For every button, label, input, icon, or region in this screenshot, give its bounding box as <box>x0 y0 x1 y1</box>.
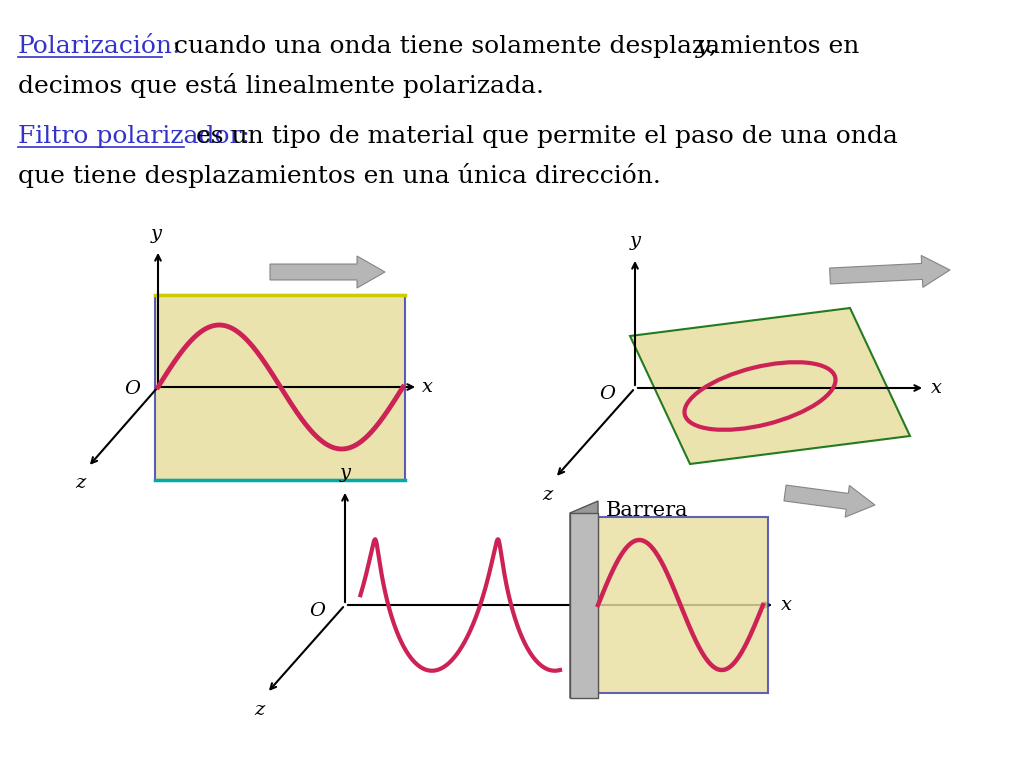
Text: x: x <box>422 378 433 396</box>
Polygon shape <box>598 517 768 693</box>
Text: O: O <box>309 602 325 620</box>
Text: z: z <box>75 474 85 492</box>
Text: y: y <box>151 225 162 243</box>
Text: z: z <box>542 486 552 504</box>
Text: es un tipo de material que permite el paso de una onda: es un tipo de material que permite el pa… <box>188 125 898 148</box>
Polygon shape <box>155 295 406 480</box>
Text: Filtro polarizador:: Filtro polarizador: <box>18 125 250 148</box>
Polygon shape <box>829 256 950 287</box>
Text: z: z <box>254 701 264 719</box>
Text: y: y <box>340 464 350 482</box>
Polygon shape <box>784 485 874 517</box>
Text: ,: , <box>708 35 716 58</box>
Text: decimos que está linealmente polarizada.: decimos que está linealmente polarizada. <box>18 73 544 98</box>
Text: O: O <box>124 380 140 398</box>
Text: x: x <box>781 596 792 614</box>
Text: y: y <box>630 232 640 250</box>
Text: Barrera: Barrera <box>606 501 688 520</box>
Text: que tiene desplazamientos en una única dirección.: que tiene desplazamientos en una única d… <box>18 163 660 188</box>
Text: O: O <box>599 385 615 403</box>
Text: Polarización:: Polarización: <box>18 35 181 58</box>
Text: cuando una onda tiene solamente desplazamientos en: cuando una onda tiene solamente desplaza… <box>166 35 867 58</box>
Polygon shape <box>570 501 598 698</box>
Polygon shape <box>270 256 385 288</box>
Polygon shape <box>630 308 910 464</box>
Text: y: y <box>696 35 710 58</box>
Text: x: x <box>931 379 942 397</box>
Bar <box>570 513 598 698</box>
